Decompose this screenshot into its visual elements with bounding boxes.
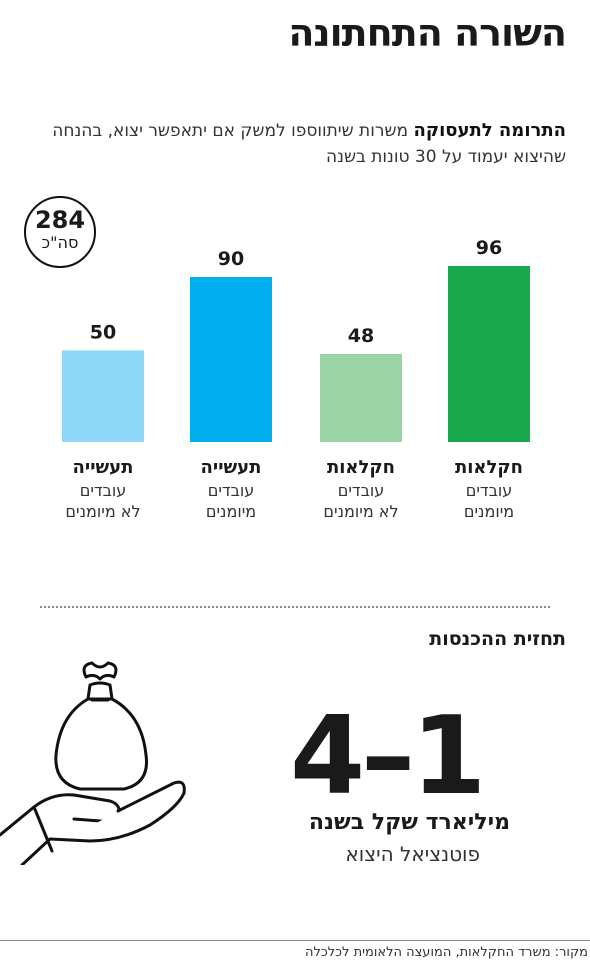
subtitle-text: משרות שיתווספו למשק אם יתאפשר יצוא, בהנח… [52, 121, 566, 167]
source-note: מקור: משרד החקלאות, המועצה הלאומית לכלכל… [0, 940, 590, 960]
section-divider [40, 606, 550, 608]
total-badge: 284 סה"כ [24, 196, 96, 268]
bar-value-label-1: 96 [476, 237, 502, 259]
page-title: השורה התחתונה [288, 11, 567, 55]
bar-category-main: תעשייה [72, 457, 134, 478]
bar-category-main: חקלאות [454, 457, 524, 478]
bar-category-sub: עובדים [337, 481, 385, 500]
hand-holding-money-bag-icon [0, 661, 186, 865]
bar-value-label-4: 50 [90, 321, 116, 343]
bar-category-main: תעשייה [200, 457, 262, 478]
income-unit: מיליארד שקל בשנה [308, 810, 510, 835]
bar-category-sub: לא מיומנים [323, 502, 399, 521]
bar-category-label-2: חקלאות עובדים לא מיומנים [296, 456, 426, 522]
total-value: 284 [34, 206, 86, 234]
income-note: פוטנציאל היצוא [345, 842, 480, 866]
bar-value-label-2: 48 [348, 325, 374, 347]
bar-category-sub: לא מיומנים [65, 502, 141, 521]
chart-subtitle: התרומה לתעסוקה משרות שיתווספו למשק אם ית… [21, 118, 566, 170]
bar-category-label-3: תעשייה עובדים מיומנים [166, 456, 296, 522]
bar-1 [448, 266, 530, 442]
bar-category-sub: עובדים [207, 481, 255, 500]
bar-category-sub: מיומנים [205, 502, 257, 521]
bar-category-sub: עובדים [465, 481, 513, 500]
income-title: תחזית ההכנסות [429, 628, 566, 650]
bar-category-label-1: חקלאות עובדים מיומנים [424, 456, 554, 522]
bar-category-sub: עובדים [79, 481, 127, 500]
bar-category-main: חקלאות [326, 457, 396, 478]
bar-4 [62, 350, 144, 442]
bar-chart: 96 48 90 50 [62, 237, 530, 442]
bar-3 [190, 277, 272, 442]
income-range: 4–1 [290, 694, 486, 819]
bar-category-label-4: תעשייה עובדים לא מיומנים [38, 456, 168, 522]
bar-category-sub: מיומנים [463, 502, 515, 521]
total-unit: סה"כ [41, 233, 79, 252]
bar-2 [320, 354, 402, 442]
bar-value-label-3: 90 [218, 248, 244, 270]
subtitle-bold: התרומה לתעסוקה [413, 120, 566, 141]
